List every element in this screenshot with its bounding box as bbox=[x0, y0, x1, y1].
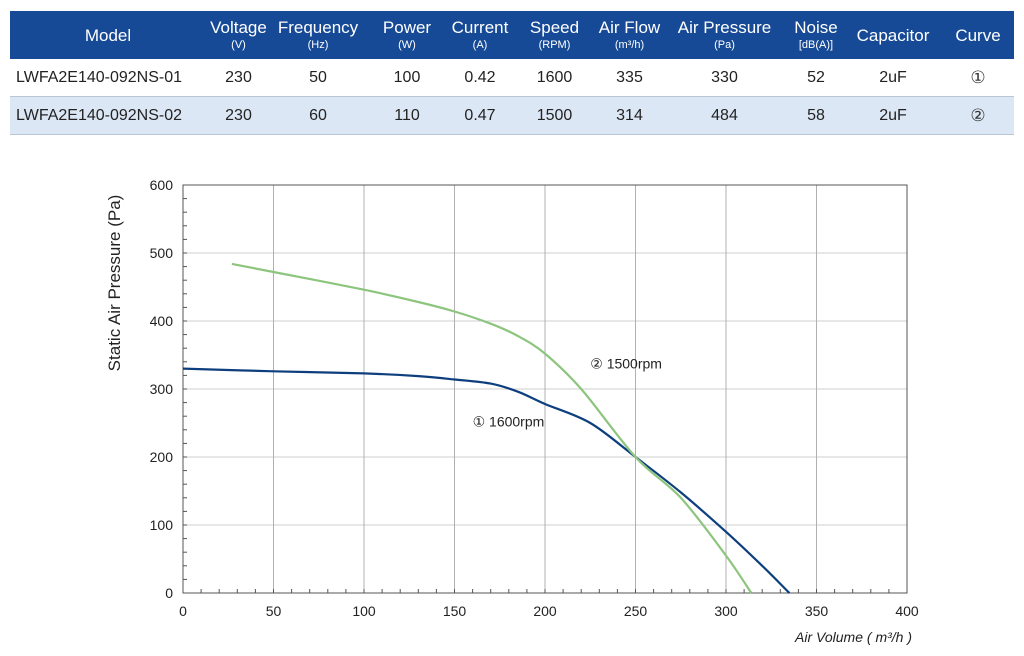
x-tick-label: 50 bbox=[266, 603, 282, 619]
cell-power: 100 bbox=[365, 59, 449, 97]
header-current: Current (A) bbox=[449, 11, 511, 59]
y-tick-label: 300 bbox=[150, 381, 174, 397]
header-voltage: Voltage (V) bbox=[206, 11, 271, 59]
table-row: LWFA2E140-092NS-01 230 50 100 0.42 1600 … bbox=[10, 59, 1014, 97]
axis-layer bbox=[182, 184, 908, 594]
cell-current: 0.47 bbox=[449, 96, 511, 135]
header-label: Voltage bbox=[210, 18, 267, 37]
cell-speed: 1500 bbox=[511, 96, 598, 135]
x-tick-label: 250 bbox=[624, 603, 648, 619]
table-row: LWFA2E140-092NS-02 230 60 110 0.47 1500 … bbox=[10, 96, 1014, 135]
header-unit: (A) bbox=[472, 39, 488, 51]
x-tick-label: 300 bbox=[714, 603, 738, 619]
spec-table: Model Voltage (V) Frequency (Hz) Power (W) … bbox=[10, 11, 1014, 135]
cell-curve: ① bbox=[942, 59, 1014, 97]
cell-speed: 1600 bbox=[511, 59, 598, 97]
y-axis-title: Static Air Pressure (Pa) bbox=[105, 195, 124, 372]
header-capacitor: Capacitor bbox=[844, 11, 942, 59]
header-power: Power (W) bbox=[365, 11, 449, 59]
x-tick-label: 400 bbox=[895, 603, 919, 619]
cell-power: 110 bbox=[365, 96, 449, 135]
x-tick-label: 150 bbox=[443, 603, 467, 619]
cell-voltage: 230 bbox=[206, 59, 271, 97]
table-header-row: Model Voltage (V) Frequency (Hz) Power (W) … bbox=[10, 11, 1014, 59]
header-noise: Noise [dB(A)] bbox=[788, 11, 844, 59]
header-label: Speed bbox=[529, 18, 580, 37]
cell-noise: 58 bbox=[788, 96, 844, 135]
y-tick-label: 200 bbox=[150, 449, 174, 465]
y-tick-label: 600 bbox=[150, 177, 174, 193]
header-unit: (W) bbox=[398, 39, 416, 51]
header-label: Frequency bbox=[277, 18, 359, 37]
header-label: Capacitor bbox=[856, 25, 930, 45]
header-label: Current bbox=[451, 18, 509, 37]
cell-air-flow: 314 bbox=[598, 96, 661, 135]
cell-air-pressure: 330 bbox=[661, 59, 788, 97]
label-layer: 0 50 100 150 200 250 300 350 400 0 100 200 300 400 500… bbox=[150, 177, 919, 619]
grid-layer bbox=[182, 184, 908, 594]
header-unit: [dB(A)] bbox=[798, 39, 834, 51]
header-label: Air Pressure bbox=[677, 18, 772, 37]
series-line-1 bbox=[182, 367, 791, 594]
header-speed: Speed (RPM) bbox=[511, 11, 598, 59]
series-layer bbox=[182, 262, 791, 594]
cell-capacitor: 2uF bbox=[844, 59, 942, 97]
y-tick-label: 100 bbox=[150, 517, 174, 533]
cell-frequency: 50 bbox=[271, 59, 365, 97]
cell-curve: ② bbox=[942, 96, 1014, 135]
cell-voltage: 230 bbox=[206, 96, 271, 135]
cell-air-pressure: 484 bbox=[661, 96, 788, 135]
header-label: Curve bbox=[955, 25, 1001, 45]
curve-annotation: ② 1500rpm bbox=[590, 356, 662, 372]
header-unit: (m³/h) bbox=[614, 39, 645, 51]
header-air-flow: Air Flow (m³/h) bbox=[598, 11, 661, 59]
cell-current: 0.42 bbox=[449, 59, 511, 97]
x-tick-label: 350 bbox=[805, 603, 829, 619]
header-unit: (Hz) bbox=[307, 39, 329, 51]
header-unit: (V) bbox=[231, 39, 246, 51]
x-tick-label: 200 bbox=[533, 603, 557, 619]
x-tick-label: 100 bbox=[352, 603, 376, 619]
header-unit: (RPM) bbox=[538, 39, 571, 51]
header-curve: Curve bbox=[942, 11, 1014, 59]
header-unit: (Pa) bbox=[714, 39, 735, 51]
cell-model: LWFA2E140-092NS-01 bbox=[10, 59, 206, 97]
series-line-2 bbox=[231, 262, 753, 594]
header-label: Noise bbox=[794, 18, 838, 37]
header-frequency: Frequency (Hz) bbox=[271, 11, 365, 59]
cell-frequency: 60 bbox=[271, 96, 365, 135]
x-axis-title: Air Volume ( m³/h ) bbox=[794, 629, 912, 645]
header-model: Model bbox=[10, 11, 206, 59]
header-label: Air Flow bbox=[598, 18, 661, 37]
x-tick-label: 0 bbox=[179, 603, 187, 619]
header-air-pressure: Air Pressure (Pa) bbox=[661, 11, 788, 59]
header-label: Model bbox=[84, 25, 132, 45]
cell-air-flow: 335 bbox=[598, 59, 661, 97]
cell-model: LWFA2E140-092NS-02 bbox=[10, 96, 206, 135]
y-tick-label: 0 bbox=[165, 585, 173, 601]
cell-noise: 52 bbox=[788, 59, 844, 97]
curve-annotation: ① 1600rpm bbox=[473, 413, 545, 429]
header-label: Power bbox=[382, 18, 432, 37]
y-tick-label: 500 bbox=[150, 245, 174, 261]
y-tick-label: 400 bbox=[150, 313, 174, 329]
plot-frame bbox=[182, 184, 908, 594]
cell-capacitor: 2uF bbox=[844, 96, 942, 135]
